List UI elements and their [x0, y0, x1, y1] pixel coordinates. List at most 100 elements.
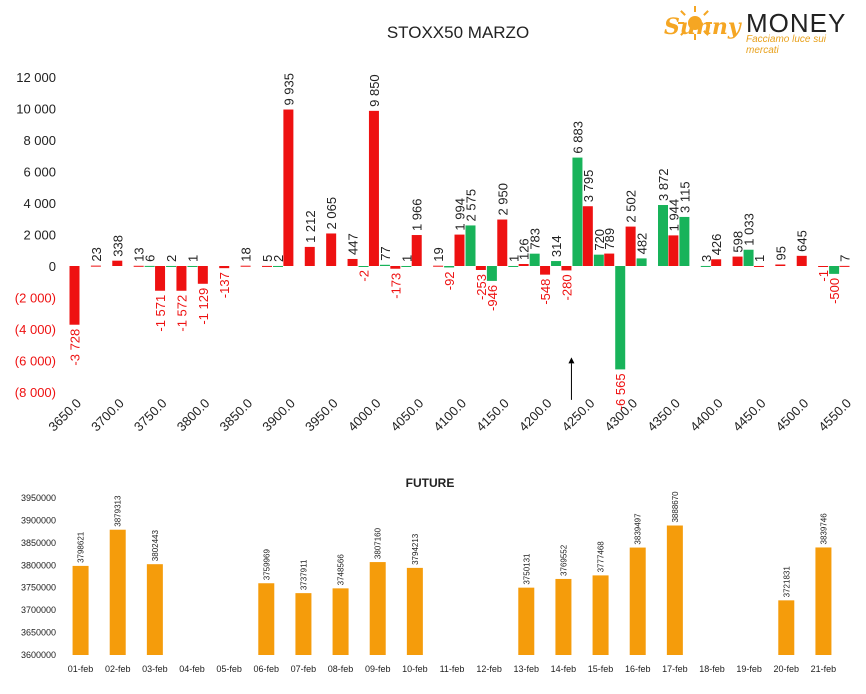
- x-tick-label: 4250.0: [559, 396, 598, 435]
- chart-title-future: FUTURE: [406, 476, 455, 490]
- future-bar: [72, 565, 89, 655]
- put-data-label: 1 212: [303, 210, 318, 243]
- put-bar: [518, 264, 529, 266]
- x-tick-label: 18-feb: [699, 664, 725, 674]
- x-tick-label: 15-feb: [588, 664, 614, 674]
- x-tick-label: 4200.0: [516, 396, 555, 435]
- y-tick-label: 3800000: [21, 560, 56, 570]
- brand-name-money: MONEY: [746, 8, 847, 38]
- x-tick-label: 3700.0: [88, 396, 127, 435]
- put-data-label: 2 065: [324, 197, 339, 230]
- x-tick-label: 4350.0: [644, 396, 683, 435]
- x-tick-label: 3950.0: [302, 396, 341, 435]
- put-bar: [775, 264, 786, 266]
- put-data-label: -548: [538, 279, 553, 305]
- put-bar: [133, 265, 144, 267]
- x-tick-label: 4500.0: [773, 396, 812, 435]
- call-bar: [615, 266, 626, 370]
- y-tick-label: (6 000): [15, 354, 56, 369]
- y-tick-label: 2 000: [23, 228, 56, 243]
- put-bar: [390, 266, 401, 269]
- put-bar: [818, 266, 829, 267]
- call-data-label: 3: [699, 255, 714, 262]
- put-bar: [112, 260, 123, 266]
- put-bar: [368, 110, 379, 266]
- x-tick-label: 4050.0: [388, 396, 427, 435]
- call-data-label: -6 565: [613, 373, 628, 410]
- x-tick-label: 06-feb: [254, 664, 280, 674]
- y-tick-label: 0: [49, 259, 56, 274]
- future-bar: [815, 547, 832, 655]
- put-data-label: 9 935: [281, 73, 296, 106]
- put-bar: [262, 265, 272, 267]
- y-tick-label: 8 000: [23, 133, 56, 148]
- put-data-label: -137: [217, 272, 232, 298]
- x-tick-label: 17-feb: [662, 664, 688, 674]
- call-bar: [743, 249, 754, 266]
- y-tick-label: 10 000: [16, 102, 56, 117]
- call-bar: [444, 266, 455, 268]
- put-bar: [753, 265, 764, 267]
- future-bar: [332, 588, 349, 655]
- call-data-label: 6: [143, 255, 158, 262]
- call-bar: [529, 253, 540, 266]
- call-bar: [829, 266, 840, 274]
- put-data-label: 2 502: [624, 190, 639, 223]
- put-bar: [732, 256, 743, 266]
- x-tick-label: 4100.0: [430, 396, 469, 435]
- call-bar: [486, 266, 497, 281]
- future-data-label: 3759969: [262, 549, 271, 581]
- chart-title-stoxx50: STOXX50 MARZO: [387, 23, 529, 42]
- call-data-label: -2: [357, 270, 372, 282]
- put-bar: [839, 265, 850, 267]
- call-data-label: 720: [592, 229, 607, 251]
- call-data-label: 1 033: [742, 213, 757, 246]
- call-data-label: 314: [549, 235, 564, 257]
- call-bar: [187, 265, 198, 267]
- future-data-label: 3721831: [782, 566, 791, 598]
- x-tick-label: 4550.0: [815, 396, 854, 435]
- put-bar: [711, 259, 722, 266]
- call-data-label: -500: [827, 278, 842, 304]
- call-bar: [593, 254, 604, 266]
- put-data-label: 5: [260, 255, 275, 262]
- y-tick-label: 3650000: [21, 628, 56, 638]
- future-data-label: 3839497: [634, 513, 643, 545]
- x-tick-label: 3900.0: [259, 396, 298, 435]
- put-data-label: -253: [474, 274, 489, 300]
- put-data-label: 426: [709, 234, 724, 256]
- x-tick-label: 21-feb: [811, 664, 837, 674]
- future-data-label: 3802443: [151, 529, 160, 561]
- put-bar: [304, 246, 315, 266]
- put-data-label: -1 572: [174, 295, 189, 332]
- put-data-label: -3 728: [68, 329, 83, 366]
- x-tick-label: 11-feb: [440, 664, 465, 674]
- future-data-label: 3839746: [819, 513, 828, 545]
- call-data-label: 6 883: [570, 121, 585, 154]
- put-data-label: 2 950: [495, 183, 510, 216]
- future-data-label: 3737911: [299, 559, 308, 590]
- x-tick-label: 07-feb: [291, 664, 317, 674]
- future-data-label: 3798621: [77, 531, 86, 563]
- put-data-label: 3 795: [581, 170, 596, 203]
- sun-icon: [678, 6, 712, 40]
- put-bar: [176, 266, 187, 291]
- call-data-label: 1: [185, 255, 200, 262]
- call-data-label: 482: [635, 233, 650, 255]
- future-bar: [518, 587, 535, 655]
- put-bar: [497, 219, 508, 266]
- put-bar: [582, 206, 593, 266]
- future-data-label: 3794213: [411, 533, 420, 565]
- future-bar: [778, 600, 795, 655]
- future-price-chart: 3600000 3650000 3700000 3750000 3800000 38500…: [21, 491, 836, 674]
- y-tick-label: 3750000: [21, 583, 56, 593]
- call-data-label: -92: [442, 271, 457, 290]
- x-tick-label: 3800.0: [174, 396, 213, 435]
- brand-tagline: Facciamo luce sui mercati: [746, 34, 827, 56]
- call-bar: [273, 265, 283, 267]
- future-data-label: 3888670: [671, 491, 680, 523]
- put-bar: [454, 234, 465, 266]
- call-bar: [572, 157, 583, 266]
- x-tick-label: 12-feb: [476, 664, 502, 674]
